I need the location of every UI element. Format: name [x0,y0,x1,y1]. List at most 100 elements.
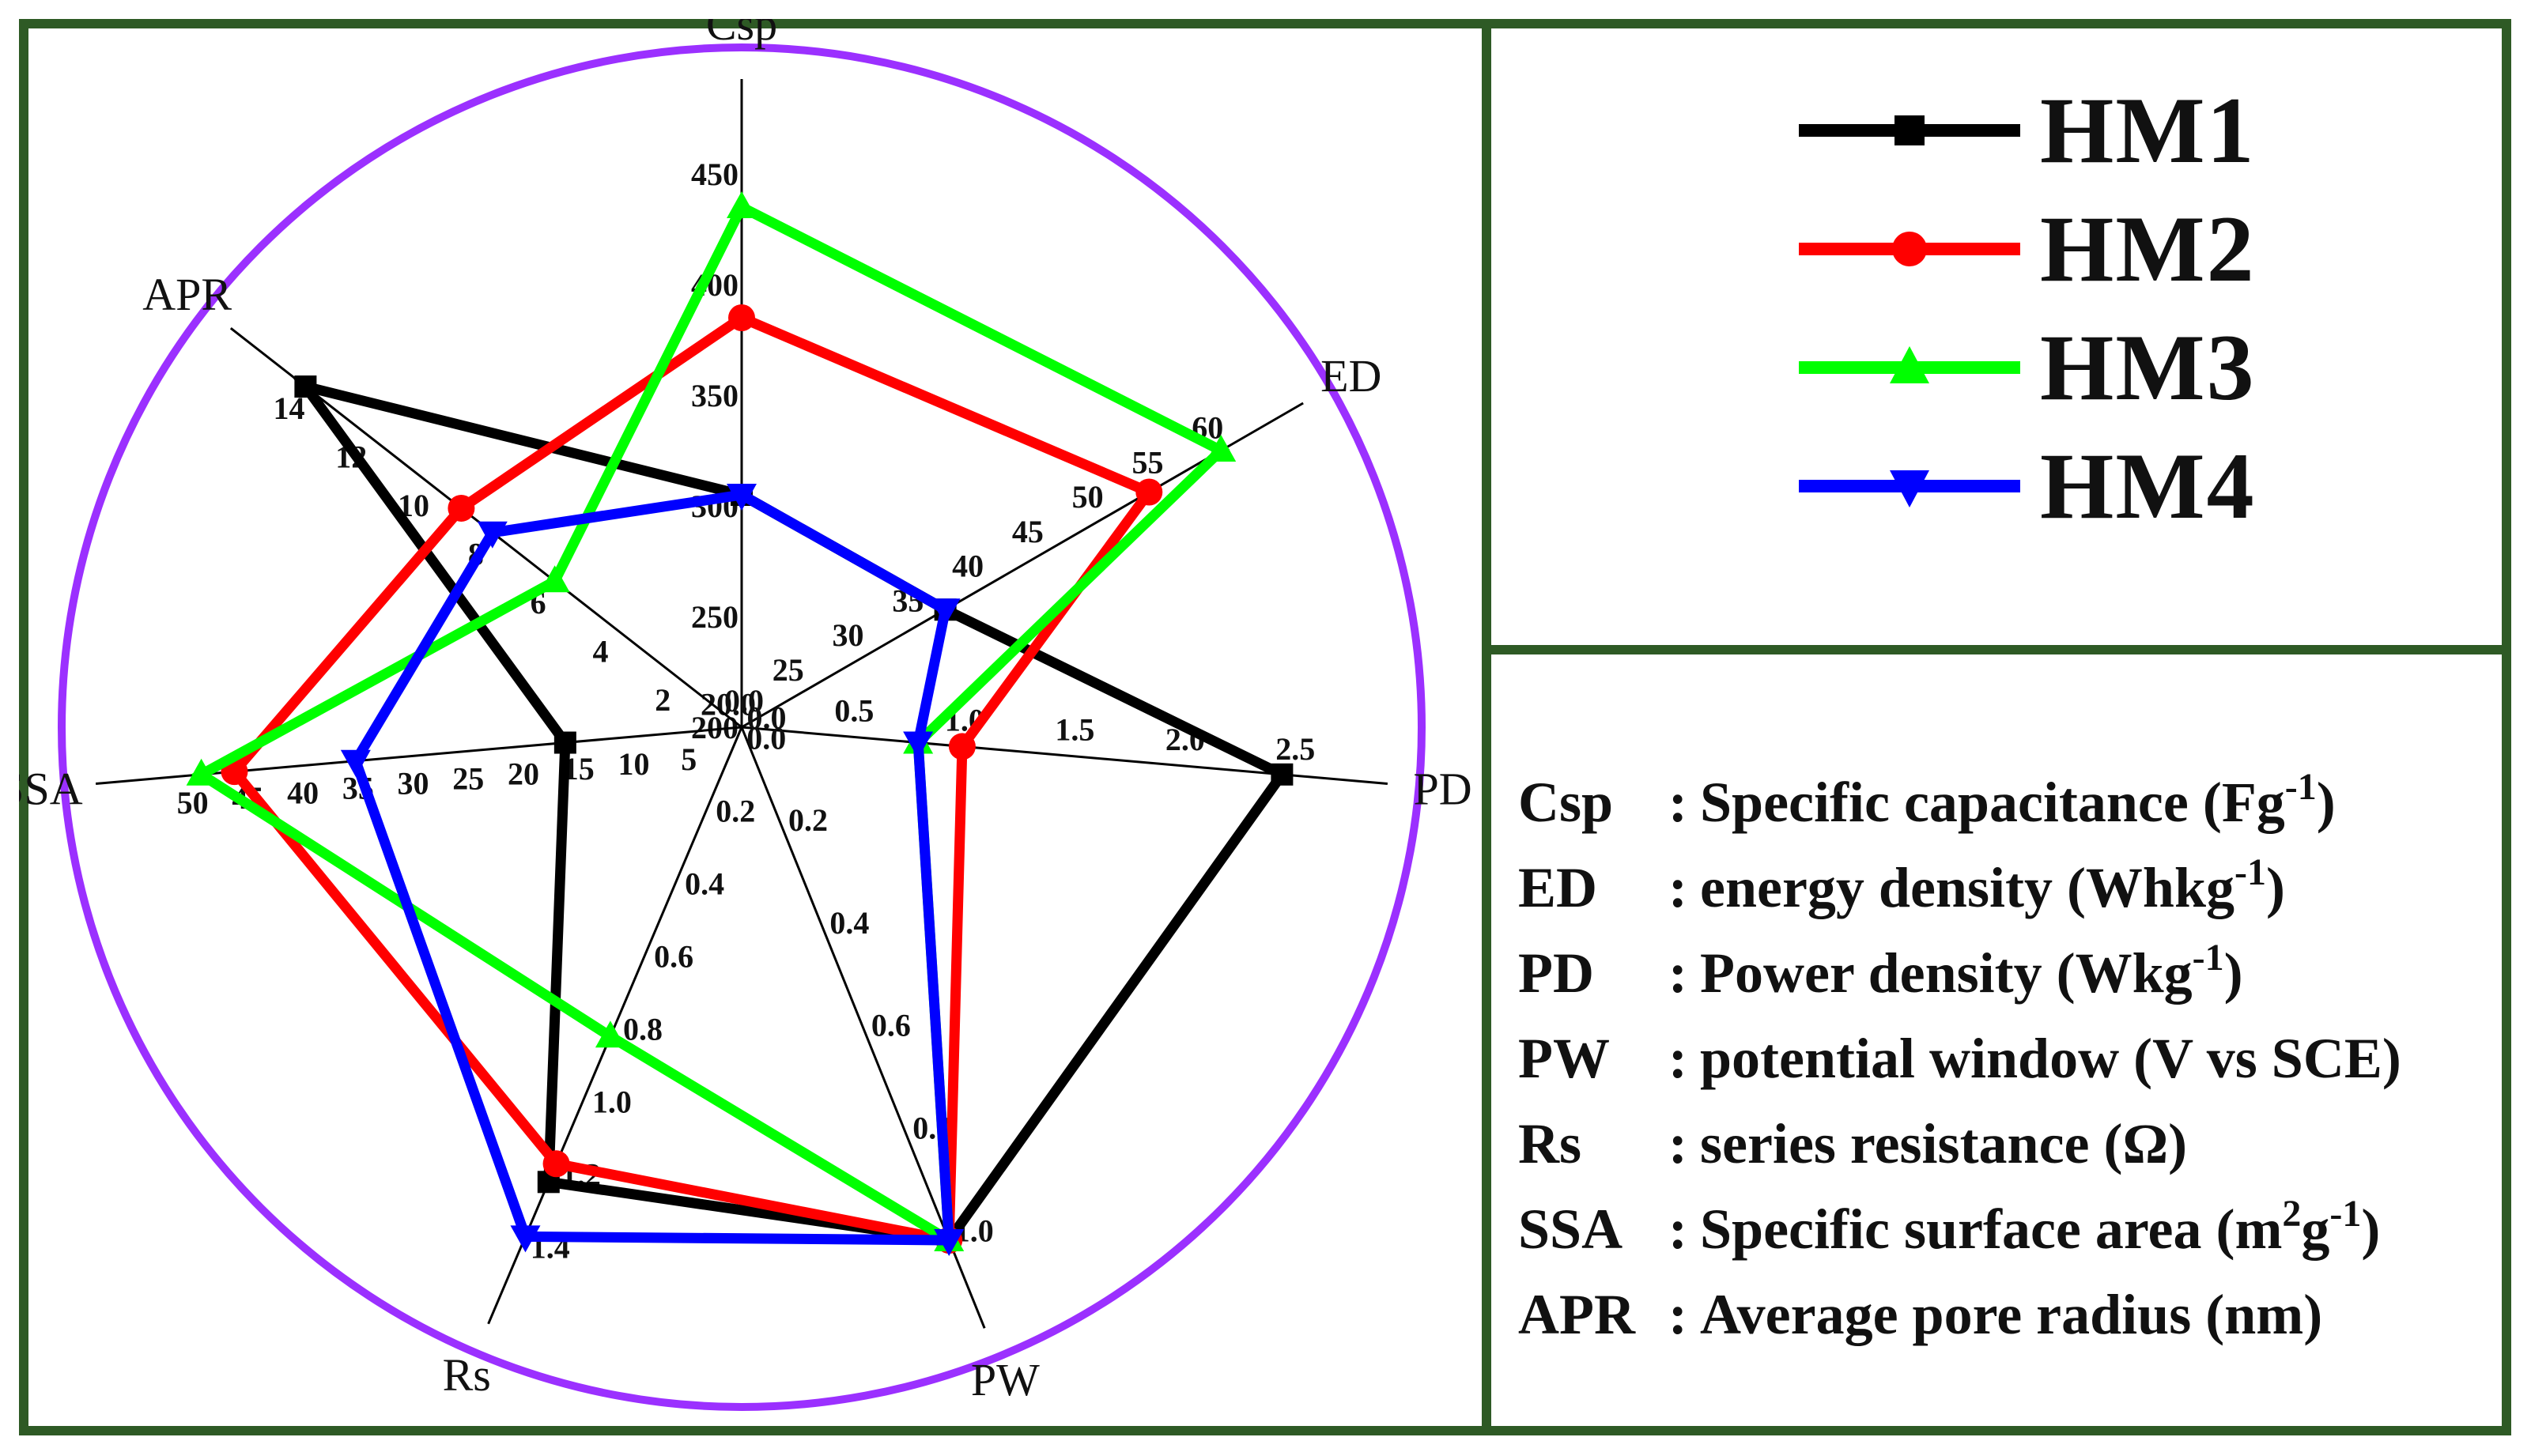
abbreviation-separator: : [1668,1027,1687,1090]
tick-label-rs: 0.6 [654,938,693,974]
series-hm4-point [903,731,934,759]
legend-marker [1890,346,1929,383]
tick-label-csp: 450 [691,157,739,192]
series-hm4-point [934,1229,965,1257]
legend-item-hm3: HM3 [1795,308,2256,427]
abbreviation-description: Power density (Wkg-1) [1700,937,2243,1005]
tick-label-apr: 2 [655,682,671,718]
tick-label-rs: 0.4 [685,866,724,901]
series-hm2-point [1135,478,1163,506]
series-hm2-point [728,304,755,331]
legend-label: HM2 [2040,196,2256,301]
tick-label-ssa: 10 [618,746,649,782]
enclosing-circle [58,43,1426,1411]
tick-label-ed: 25 [773,652,804,688]
abbreviation-row-ed: ED: energy density (Whkg-1) [1518,848,2285,927]
tick-label-rs: 0.8 [623,1011,663,1047]
abbreviation-key: SSA [1518,1198,1623,1261]
tick-label-pw: 0.6 [871,1008,911,1043]
series-hm3-point [186,758,217,786]
tick-label-ssa: 25 [452,760,484,796]
legend-label: HM3 [2040,315,2256,420]
tick-label-rs: 0.0 [746,720,786,756]
series-hm2-line [227,311,1158,1247]
tick-label-ed: 50 [1072,479,1104,515]
superscript: 2 [2282,1193,2302,1235]
abbreviation-separator: : [1668,771,1687,834]
abbreviation-key: Csp [1518,771,1614,834]
abbreviation-row-csp: Csp: Specific capacitance (Fg-1) [1518,763,2336,842]
series-hm4-point [930,598,961,626]
tick-label-pd: 2.5 [1275,731,1315,767]
legend-marker [1892,232,1927,266]
superscript: -1 [2234,851,2267,893]
abbreviation-key: APR [1518,1283,1635,1346]
tick-label-pd: 0.0 [724,683,764,719]
abbreviation-separator: : [1668,941,1687,1005]
tick-label-pw: 0.4 [829,905,869,941]
abbreviation-description: Specific capacitance (Fg-1) [1700,766,2336,835]
legend-label: HM4 [2040,433,2256,538]
legend-item-hm2: HM2 [1795,190,2256,308]
tick-label-csp: 250 [691,599,739,635]
series-hm1-point [1271,763,1294,786]
tick-label-ssa: 40 [287,775,319,811]
series-hm4-point [340,749,371,777]
abbreviation-description: series resistance (Ω) [1700,1112,2188,1175]
series-hm4-point [727,484,757,511]
abbreviation-key: PW [1518,1027,1610,1090]
tick-label-ed: 45 [1012,514,1044,549]
legend-item-hm4: HM4 [1795,427,2256,545]
tick-label-ssa: 30 [398,765,429,801]
tick-label-pd: 0.5 [834,692,874,728]
series-hm3-point [539,565,570,593]
axis-rs [487,726,743,1325]
series-hm1-point [294,375,317,398]
tick-label-pw: 0.0 [747,700,787,735]
series-hm3-point [595,1020,625,1048]
legend-item-hm1: HM1 [1795,71,2256,190]
abbreviation-row-rs: Rs: series resistance (Ω) [1518,1104,2187,1183]
abbreviation-description: Average pore radius (nm) [1700,1283,2323,1346]
legend-marker [1894,115,1925,145]
tick-label-pw: 0.2 [788,802,828,838]
tick-label-csp: 350 [691,378,739,413]
axis-label-pd: PD [1414,764,1472,815]
abbreviation-separator: : [1668,1198,1687,1261]
superscript: -1 [2329,1193,2362,1235]
tick-label-ed: 55 [1131,444,1163,480]
abbreviation-description: energy density (Whkg-1) [1700,851,2285,920]
legend-marker [1890,470,1929,507]
series-hm4-point [477,521,508,549]
abbreviation-row-apr: APR: Average pore radius (nm) [1518,1275,2322,1354]
abbreviation-key: Rs [1518,1112,1582,1175]
abbreviation-key: ED [1518,856,1598,919]
series-hm1-line [293,378,1290,1247]
tick-label-apr: 4 [592,634,608,670]
abbreviation-row-pd: PD: Power density (Wkg-1) [1518,934,2243,1013]
tick-label-ssa: 50 [177,785,209,820]
tick-label-ssa: 20 [508,756,539,791]
abbreviation-key: PD [1518,941,1594,1005]
series-hm3-line [191,200,1230,1250]
tick-label-rs: 1.0 [592,1084,632,1120]
series-hm3-point [727,191,757,218]
abbreviation-separator: : [1668,1112,1687,1175]
axis-label-ssa: SSA [19,764,83,815]
series-hm2-point [948,733,976,760]
axis-label-ed: ED [1320,350,1381,402]
series-hm3-point [1206,435,1237,462]
series-hm2-point [542,1150,570,1178]
legend-swatch [1799,470,2020,507]
axis-label-pw: PW [971,1354,1040,1405]
abbreviation-panel [1482,645,2511,1435]
radar-chart: 200250300350400450Csp20.0253035404550556… [19,19,1472,1411]
legend-swatch [1799,115,2020,145]
superscript: -1 [2192,937,2224,979]
tick-label-ed: 30 [833,617,864,653]
series-hm1-point [553,731,576,754]
tick-label-ed: 40 [952,549,984,584]
axis-label-csp: Csp [706,19,777,50]
axis-label-apr: APR [142,269,232,320]
